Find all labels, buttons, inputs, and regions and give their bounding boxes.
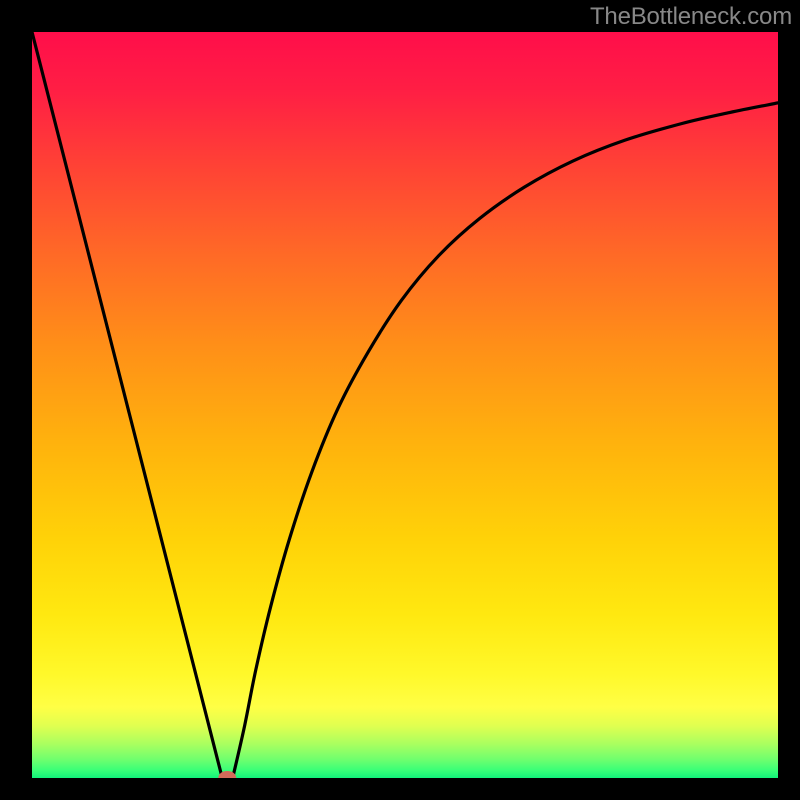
bottleneck-curve (32, 32, 778, 778)
plot-area (32, 32, 778, 778)
sweet-spot-marker (219, 771, 237, 778)
watermark-text: TheBottleneck.com (590, 3, 792, 31)
